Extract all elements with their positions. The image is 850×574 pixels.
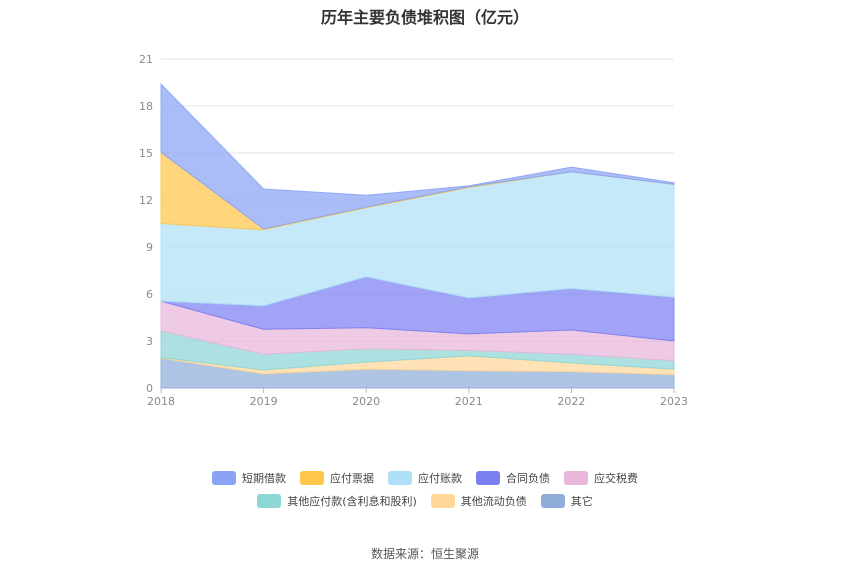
legend-row: 其他应付款(含利息和股利) 其他流动负债 其它 [0, 493, 850, 509]
legend-swatch [300, 471, 324, 485]
y-tick-label: 18 [139, 100, 153, 113]
legend-row: 短期借款 应付票据 应付账款 合同负债 应交税费 [0, 470, 850, 486]
legend-item[interactable]: 其它 [540, 493, 593, 509]
legend-label: 短期借款 [242, 472, 286, 485]
legend-swatch [212, 471, 236, 485]
legend-label: 应交税费 [594, 472, 638, 485]
data-source: 数据来源：恒生聚源 [370, 547, 479, 561]
stacked-area-chart: 0 3 6 9 12 15 18 21 2018 2019 2020 2021 2022 2023 [139, 53, 688, 408]
legend-label: 应付票据 [330, 472, 374, 485]
y-tick-label: 9 [146, 241, 153, 254]
legend-swatch [257, 494, 282, 508]
legend-label: 合同负债 [506, 472, 550, 485]
x-tick-label: 2019 [250, 395, 278, 408]
legend-item[interactable]: 短期借款 [212, 470, 286, 486]
legend-swatch [430, 494, 455, 508]
legend-item[interactable]: 应交税费 [564, 470, 638, 486]
y-tick-label: 6 [146, 288, 153, 301]
x-tick-label: 2021 [455, 395, 483, 408]
legend-item[interactable]: 应付票据 [300, 470, 374, 486]
y-tick-label: 0 [146, 382, 153, 395]
legend-item[interactable]: 应付账款 [388, 470, 462, 486]
chart-legend: 短期借款 应付票据 应付账款 合同负债 应交税费 其他应付款(含利息和股利) 其他流动负债其… [0, 470, 850, 516]
legend-item[interactable]: 其他流动负债 [430, 493, 527, 509]
y-tick-label: 3 [146, 335, 153, 348]
legend-item[interactable]: 其他应付款(含利息和股利) [257, 493, 417, 509]
legend-swatch [540, 494, 565, 508]
y-tick-label: 21 [139, 53, 153, 66]
legend-swatch [564, 471, 588, 485]
y-tick-label: 12 [139, 194, 153, 207]
x-tick-label: 2020 [352, 395, 380, 408]
y-tick-label: 15 [139, 147, 153, 160]
x-tick-label: 2023 [660, 395, 688, 408]
legend-label: 其他应付款(含利息和股利) [287, 495, 417, 508]
legend-label: 其它 [570, 495, 593, 508]
legend-label: 应付账款 [418, 472, 462, 485]
legend-swatch [476, 471, 500, 485]
legend-item[interactable]: 合同负债 [476, 470, 550, 486]
legend-label: 其他流动负债 [460, 495, 527, 508]
legend-swatch [388, 471, 412, 485]
x-tick-label: 2022 [557, 395, 585, 408]
chart-title: 历年主要负债堆积图（亿元） [320, 8, 529, 27]
x-tick-label: 2018 [147, 395, 175, 408]
area-series-短期借款[interactable] [160, 82, 675, 230]
